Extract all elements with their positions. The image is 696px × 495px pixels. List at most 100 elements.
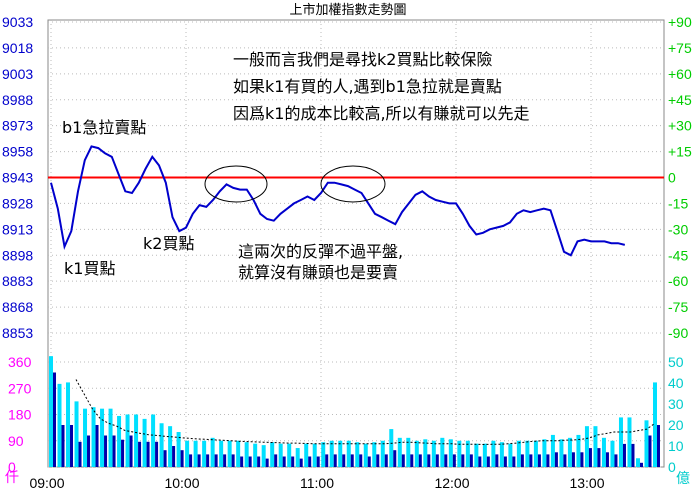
volume-bar-secondary	[146, 441, 150, 467]
volume-bar-secondary	[563, 454, 567, 467]
volume-bar	[397, 437, 402, 467]
left-tick-label: 8898	[2, 247, 33, 263]
index-line	[50, 145, 626, 257]
volume-left-unit: 仟	[5, 470, 19, 486]
volume-bar-secondary	[461, 454, 465, 467]
volume-bar	[474, 443, 479, 467]
volume-left-tick-label: 270	[8, 380, 32, 396]
volume-bar	[176, 432, 181, 467]
volume-bar-secondary	[282, 456, 286, 467]
volume-bar-secondary	[172, 446, 176, 467]
volume-bar	[431, 440, 436, 467]
volume-bar-secondary	[631, 443, 635, 467]
volume-bar-secondary	[350, 454, 354, 467]
volume-bar	[202, 440, 207, 467]
volume-bar-secondary	[384, 454, 388, 467]
right-tick-label: -45	[668, 247, 688, 263]
volume-bars	[49, 356, 660, 467]
volume-bar	[380, 440, 385, 467]
volume-bar	[542, 439, 547, 467]
left-tick-label: 8958	[2, 144, 33, 160]
volume-bar-secondary	[537, 454, 541, 467]
volume-bar	[338, 440, 343, 467]
right-tick-label: +15	[668, 144, 692, 160]
volume-bar	[134, 414, 139, 467]
volume-bar-secondary	[588, 448, 592, 467]
volume-bar-secondary	[614, 454, 618, 467]
volume-bar	[321, 442, 326, 467]
rebound-note-line-2: 就算沒有賺頭也是要賣	[238, 263, 399, 282]
volume-bar-secondary	[342, 454, 346, 467]
volume-right-axis: 0 10 20 30 40 50	[668, 354, 684, 475]
volume-bar	[389, 429, 394, 467]
left-tick-label: 8913	[2, 221, 33, 237]
volume-bar-secondary	[274, 454, 278, 467]
volume-bar-secondary	[112, 435, 116, 467]
volume-bar	[244, 442, 249, 467]
volume-right-tick-label: 50	[668, 354, 684, 370]
left-tick-label: 8988	[2, 92, 33, 108]
volume-bar	[448, 439, 453, 467]
volume-bar-secondary	[580, 452, 584, 467]
volume-bar-secondary	[495, 454, 499, 467]
volume-bar-secondary	[367, 456, 371, 467]
x-tick-label: 09:00	[29, 475, 64, 491]
volume-right-tick-label: 20	[668, 417, 684, 433]
volume-bar-secondary	[316, 456, 320, 467]
volume-bar	[593, 426, 598, 467]
volume-bar	[329, 440, 334, 467]
right-tick-label: -90	[668, 325, 688, 341]
volume-bar-secondary	[70, 425, 74, 467]
x-tick-label: 13:00	[569, 475, 604, 491]
right-y-axis: +90 +75 +60 +45 +30 +15 0 -15 -30 -45 -60 -75 -90	[668, 14, 692, 341]
right-tick-label: +30	[668, 118, 692, 134]
volume-bar	[278, 443, 283, 467]
chart-title: 上市加權指數走勢圖	[289, 2, 406, 18]
volume-bar	[253, 443, 258, 467]
rebound-note-line-1: 這兩次的反彈不過平盤,	[238, 242, 404, 261]
volume-bar	[414, 440, 419, 467]
volume-bar	[440, 437, 445, 467]
volume-bar	[66, 382, 71, 467]
k2-label: k2買點	[143, 234, 195, 253]
volume-bar-secondary	[639, 462, 643, 467]
volume-bar	[635, 458, 640, 467]
volume-bar	[57, 383, 62, 467]
k1-label: k1買點	[64, 259, 116, 278]
volume-bar	[210, 437, 215, 467]
left-tick-label: 8943	[2, 170, 33, 186]
x-axis: 09:00 10:00 11:00 12:00 13:00	[29, 475, 604, 491]
volume-bar	[491, 440, 496, 467]
volume-bar-secondary	[359, 454, 363, 467]
volume-bar-secondary	[180, 450, 184, 467]
volume-bar	[219, 440, 224, 467]
volume-bar-secondary	[197, 454, 201, 467]
volume-bar-secondary	[571, 452, 575, 467]
top-note-line-3: 因爲k1的成本比較高,所以有賺就可以先走	[233, 104, 530, 123]
volume-bar	[83, 408, 88, 467]
volume-bar-secondary	[529, 454, 533, 467]
rebound-ellipse-2	[320, 165, 386, 203]
volume-bar-secondary	[648, 435, 652, 467]
right-tick-label: +45	[668, 92, 692, 108]
volume-right-tick-label: 40	[668, 375, 684, 391]
volume-bar	[610, 440, 615, 467]
volume-bar-secondary	[291, 456, 295, 467]
volume-left-tick-label: 180	[8, 407, 32, 423]
volume-bar-secondary	[512, 456, 516, 467]
volume-right-tick-label: 10	[668, 438, 684, 454]
volume-bar	[304, 443, 309, 467]
volume-bar-secondary	[240, 456, 244, 467]
right-tick-label: +90	[668, 14, 692, 30]
right-tick-label: -75	[668, 299, 688, 315]
volume-bar	[550, 434, 555, 467]
volume-bar	[584, 426, 589, 467]
volume-bar	[601, 437, 606, 467]
volume-bar	[49, 356, 53, 467]
volume-bar-secondary	[546, 454, 550, 467]
volume-bar	[108, 408, 113, 467]
volume-bar-secondary	[308, 456, 312, 467]
volume-bar	[295, 448, 300, 467]
right-tick-label: -30	[668, 221, 688, 237]
